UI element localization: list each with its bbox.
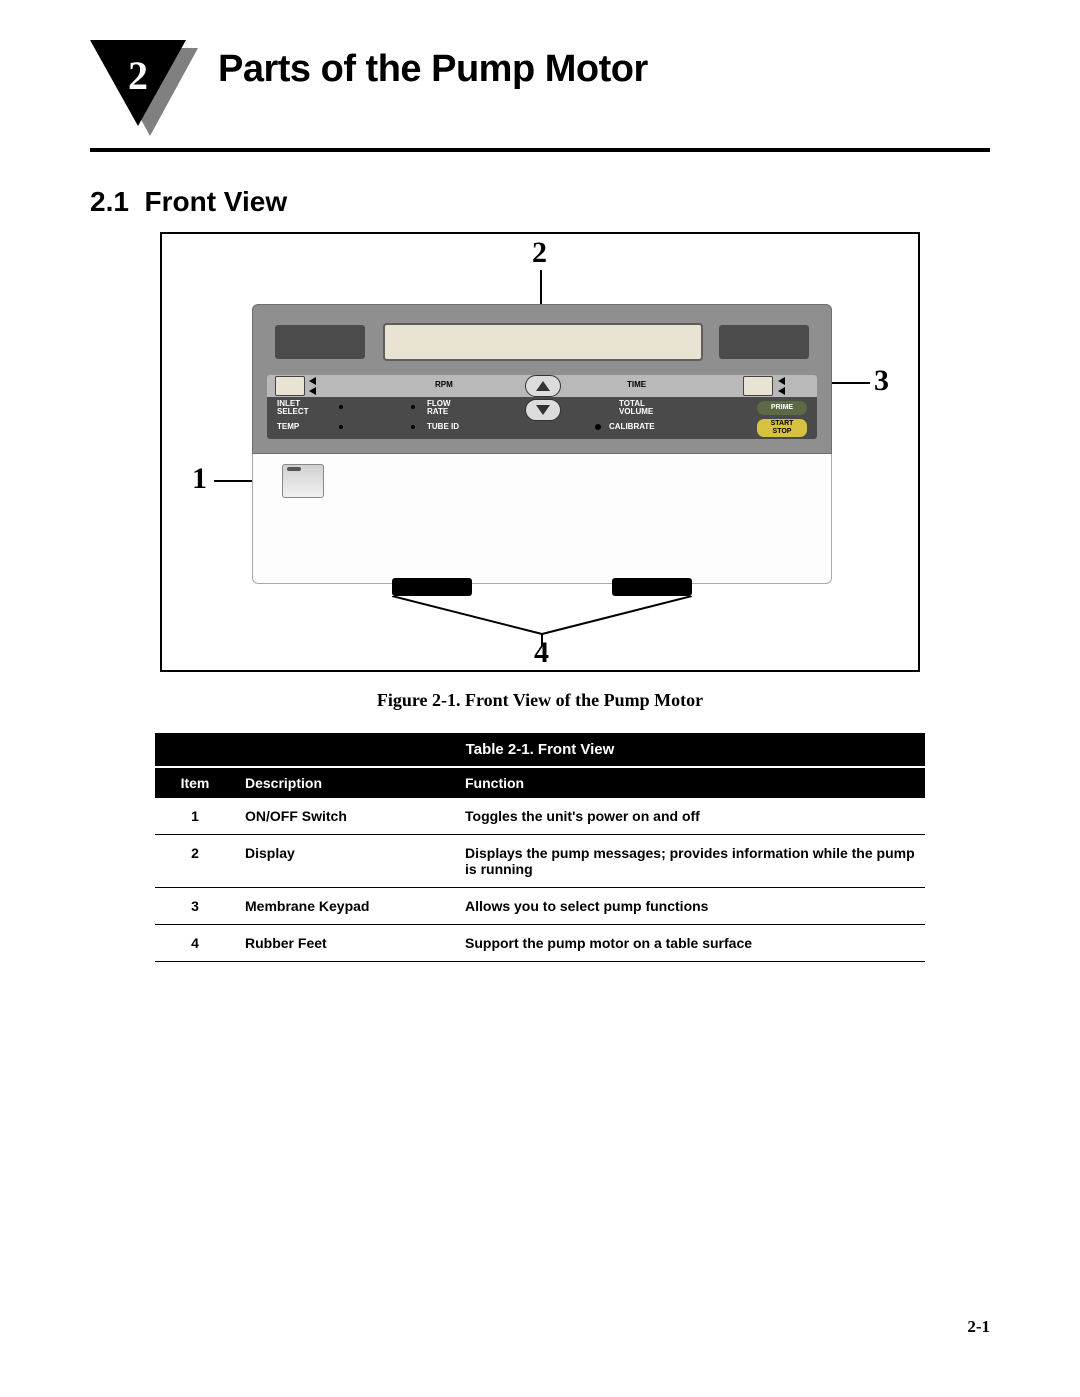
arrow-down-button[interactable] (525, 399, 561, 421)
keypad-label-calibrate: CALIBRATE (609, 423, 655, 431)
keypad-label-total-volume: TOTAL VOLUME (619, 400, 653, 417)
calibrate-indicator-icon (595, 424, 601, 430)
table-title: Table 2-1. Front View (155, 733, 925, 767)
section-title: Front View (145, 186, 288, 217)
figure-caption: Figure 2-1. Front View of the Pump Motor (90, 690, 990, 711)
membrane-keypad: RPM TIME INLET SELECT FLOW RATE TOTAL VO… (267, 375, 817, 439)
keypad-label-temp: TEMP (277, 423, 299, 431)
keypad-upper-strip: RPM TIME (267, 375, 817, 397)
prime-button[interactable]: PRIME (757, 401, 807, 415)
table-cell-function: Allows you to select pump functions (455, 888, 925, 925)
keypad-label-tube-id: TUBE ID (427, 423, 459, 431)
indicator-dot-icon (411, 425, 415, 429)
pump-body (252, 454, 832, 584)
table-cell-item: 3 (155, 888, 235, 925)
keypad-lower-strip: INLET SELECT FLOW RATE TOTAL VOLUME PRIM… (267, 397, 817, 439)
section-number: 2.1 (90, 186, 129, 217)
keypad-label-rpm: RPM (435, 381, 453, 389)
table-cell-description: Display (235, 835, 455, 888)
indicator-dot-icon (411, 405, 415, 409)
inlet-indicator-right-icon (743, 376, 773, 396)
chapter-header: 2 Parts of the Pump Motor (90, 40, 990, 140)
table-cell-item: 4 (155, 925, 235, 962)
callout-1: 1 (192, 462, 207, 496)
table-row: 1 ON/OFF Switch Toggles the unit's power… (155, 798, 925, 835)
pump-control-panel: RPM TIME INLET SELECT FLOW RATE TOTAL VO… (252, 304, 832, 454)
keypad-label-inlet-select: INLET SELECT (277, 400, 309, 417)
table-cell-function: Displays the pump messages; provides inf… (455, 835, 925, 888)
chapter-number: 2 (90, 52, 186, 99)
chapter-title: Parts of the Pump Motor (218, 48, 648, 91)
table-header-row: Item Description Function (155, 767, 925, 798)
table-row: 4 Rubber Feet Support the pump motor on … (155, 925, 925, 962)
pump-display (383, 323, 703, 361)
pump-motor-illustration: RPM TIME INLET SELECT FLOW RATE TOTAL VO… (252, 304, 832, 604)
table-cell-description: Rubber Feet (235, 925, 455, 962)
inlet-indicator-left-icon (275, 376, 305, 396)
indicator-dot-icon (339, 425, 343, 429)
panel-side-block-right (719, 325, 809, 359)
on-off-switch[interactable] (282, 464, 324, 498)
arrow-up-button[interactable] (525, 375, 561, 397)
tri-indicator-icon (309, 387, 316, 395)
start-stop-button[interactable]: START STOP (757, 419, 807, 437)
table-cell-function: Toggles the unit's power on and off (455, 798, 925, 835)
chapter-divider (90, 148, 990, 152)
rubber-foot-right (612, 578, 692, 596)
table-header-item: Item (155, 767, 235, 798)
table-cell-item: 2 (155, 835, 235, 888)
callout-2: 2 (532, 236, 547, 270)
tri-indicator-icon (778, 377, 785, 385)
front-view-table: Table 2-1. Front View Item Description F… (155, 733, 925, 962)
panel-side-block-left (275, 325, 365, 359)
tri-indicator-icon (778, 387, 785, 395)
table-row: 2 Display Displays the pump messages; pr… (155, 835, 925, 888)
page-number: 2-1 (967, 1317, 990, 1337)
keypad-label-time: TIME (627, 381, 646, 389)
table-title-row: Table 2-1. Front View (155, 733, 925, 767)
rubber-foot-left (392, 578, 472, 596)
chapter-triangle-icon: 2 (90, 40, 200, 140)
table-cell-description: Membrane Keypad (235, 888, 455, 925)
table-cell-description: ON/OFF Switch (235, 798, 455, 835)
callout-3: 3 (874, 364, 889, 398)
figure-front-view: 2 3 1 4 RPM TIME (160, 232, 920, 672)
table-header-function: Function (455, 767, 925, 798)
keypad-label-flow-rate: FLOW RATE (427, 400, 451, 417)
table-cell-function: Support the pump motor on a table surfac… (455, 925, 925, 962)
table-row: 3 Membrane Keypad Allows you to select p… (155, 888, 925, 925)
table-header-description: Description (235, 767, 455, 798)
table-cell-item: 1 (155, 798, 235, 835)
section-heading: 2.1 Front View (90, 186, 990, 218)
tri-indicator-icon (309, 377, 316, 385)
indicator-dot-icon (339, 405, 343, 409)
